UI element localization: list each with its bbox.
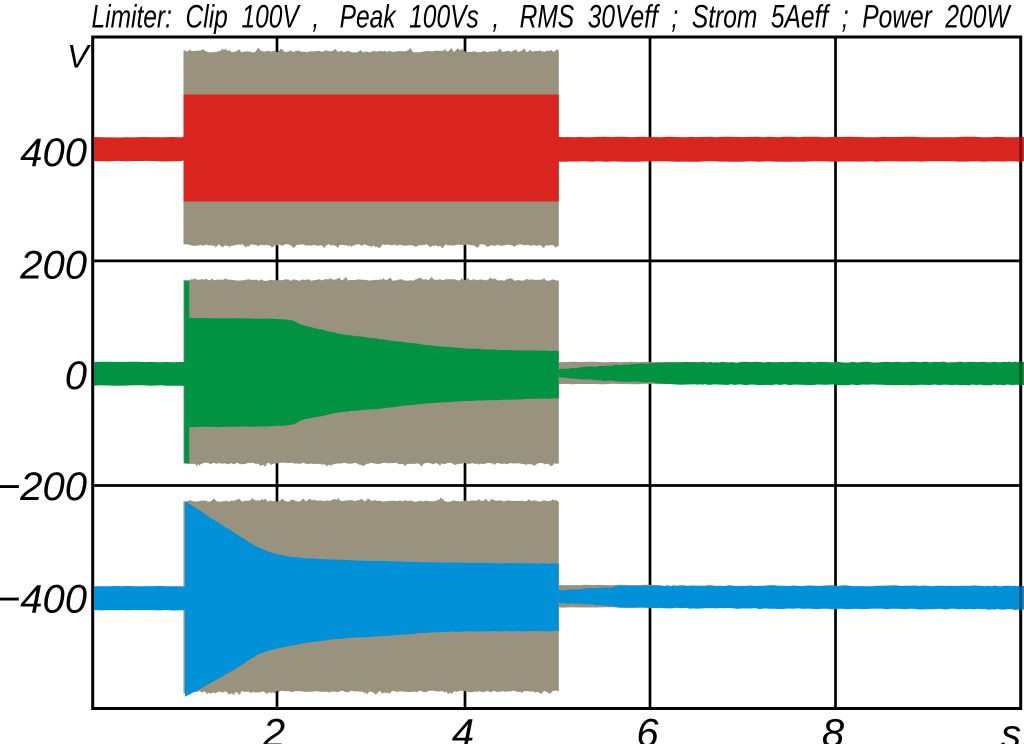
svg-text:−400: −400	[0, 577, 87, 621]
svg-text:0: 0	[65, 354, 87, 398]
svg-text:2: 2	[262, 712, 285, 745]
svg-text:200: 200	[19, 243, 87, 287]
svg-text:V: V	[67, 39, 91, 75]
svg-text:4: 4	[452, 712, 474, 745]
svg-text:Limiter: Clip 100V , Peak: Limiter: Clip 100V , Peak 100Vs , RMS 30…	[92, 0, 1012, 34]
svg-text:400: 400	[20, 131, 87, 175]
svg-text:s: s	[1001, 713, 1021, 745]
svg-text:8: 8	[822, 712, 845, 745]
svg-text:6: 6	[636, 712, 659, 745]
svg-text:−200: −200	[0, 465, 87, 509]
